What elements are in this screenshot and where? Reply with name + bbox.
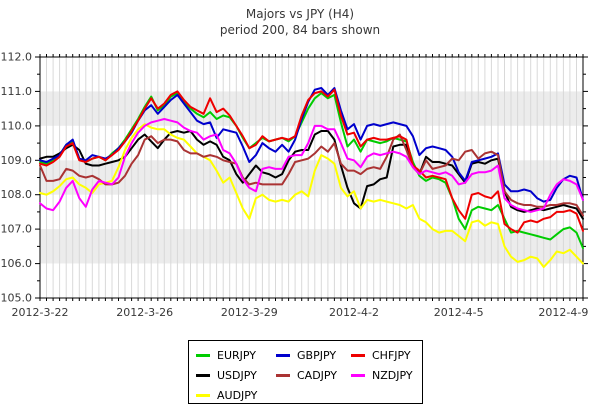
svg-text:106.0: 106.0 [1,257,33,270]
svg-text:2012-3-22: 2012-3-22 [12,306,69,319]
legend-entry-audjpy: AUDJPY [196,388,276,403]
legend-label-gbpjpy: GBPJPY [297,349,337,362]
legend-entry-nzdjpy: NZDJPY [351,368,423,383]
legend-entry-chfjpy: CHFJPY [351,348,423,363]
svg-text:2012-3-29: 2012-3-29 [221,306,278,319]
legend-marker-cadjpy [276,374,290,377]
legend-marker-audjpy [196,394,210,397]
svg-text:107.0: 107.0 [1,223,33,236]
svg-text:110.0: 110.0 [1,119,33,132]
svg-text:2012-3-26: 2012-3-26 [116,306,173,319]
legend-entry-usdjpy: USDJPY [196,368,276,383]
legend-marker-nzdjpy [351,374,365,377]
svg-text:2012-4-9: 2012-4-9 [538,306,588,319]
svg-text:2012-4-2: 2012-4-2 [329,306,379,319]
svg-text:109.0: 109.0 [1,154,33,167]
svg-text:111.0: 111.0 [1,85,33,98]
chart-title: Majors vs JPY (H4) [245,7,355,21]
legend-entry-gbpjpy: GBPJPY [276,348,351,363]
legend-box: EURJPY GBPJPY CHFJPY USDJPY CADJPY NZDJP… [188,340,423,404]
svg-text:108.0: 108.0 [1,188,33,201]
chart-title-block: Majors vs JPY (H4) period 200, 84 bars s… [0,6,600,38]
legend-marker-eurjpy [196,354,210,357]
svg-text:112.0: 112.0 [1,51,33,64]
legend-label-usdjpy: USDJPY [217,369,257,382]
legend-label-nzdjpy: NZDJPY [372,369,413,382]
legend-label-eurjpy: EURJPY [217,349,256,362]
svg-text:105.0: 105.0 [1,292,33,305]
legend-marker-usdjpy [196,374,210,377]
legend-marker-chfjpy [351,354,365,357]
svg-text:2012-4-5: 2012-4-5 [434,306,484,319]
legend-entry-cadjpy: CADJPY [276,368,351,383]
legend-label-audjpy: AUDJPY [217,389,258,402]
legend-entry-eurjpy: EURJPY [196,348,276,363]
legend-label-cadjpy: CADJPY [297,369,338,382]
chart-subtitle: period 200, 84 bars shown [219,23,381,37]
legend-label-chfjpy: CHFJPY [372,349,411,362]
legend-marker-gbpjpy [276,354,290,357]
